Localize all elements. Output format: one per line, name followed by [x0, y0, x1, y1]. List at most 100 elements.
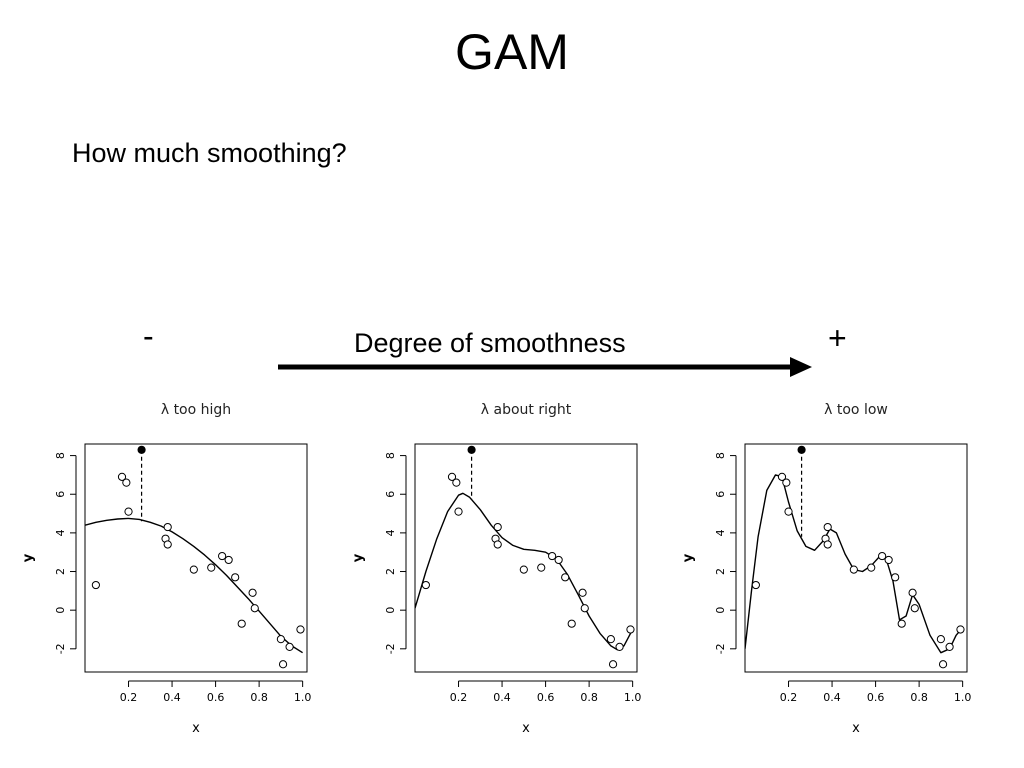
chart-title: λ too high	[161, 402, 231, 418]
data-point	[276, 635, 285, 644]
data-point	[548, 551, 557, 561]
data-point	[218, 551, 227, 561]
x-tick-label: 0.8	[250, 691, 268, 704]
data-point	[237, 619, 246, 628]
plot-lambda-too-low: λ too low 0.2 0.4 0.6 0.8 1.0 -2 0 2 4 6 8 x y	[670, 392, 1000, 752]
data-point	[421, 580, 430, 590]
x-tick-label: 0.6	[207, 691, 225, 704]
data-point	[823, 540, 832, 549]
y-axis-label: y	[21, 553, 36, 562]
data-point	[782, 478, 791, 487]
y-tick-label: 4	[714, 529, 727, 536]
data-point	[163, 540, 172, 549]
y-tick-label: 8	[714, 452, 727, 459]
data-point	[867, 563, 876, 572]
data-point	[278, 660, 288, 669]
data-point	[296, 625, 305, 634]
data-point	[124, 507, 133, 516]
data-point	[554, 555, 563, 565]
data-point	[248, 588, 257, 597]
x-axis-label: x	[852, 721, 860, 736]
y-tick-label: 6	[384, 491, 397, 498]
y-tick-label: 8	[384, 452, 397, 459]
y-tick-label: 2	[714, 568, 727, 575]
y-tick-label: 2	[384, 568, 397, 575]
plus-sign: +	[828, 320, 847, 356]
slide-title: GAM	[455, 24, 569, 80]
data-point	[454, 507, 463, 516]
data-point	[891, 573, 900, 582]
smoothness-label: Degree of smoothness	[354, 328, 626, 358]
data-point	[207, 563, 216, 572]
y-tick-label: -2	[54, 643, 67, 654]
data-point	[936, 635, 945, 644]
arrow-head	[790, 357, 812, 377]
data-point	[945, 642, 954, 651]
y-tick-label: 6	[714, 491, 727, 498]
data-point	[224, 555, 233, 565]
y-tick-label: 4	[54, 529, 67, 536]
question-text: How much smoothing?	[72, 138, 347, 168]
y-tick-label: 0	[714, 607, 727, 614]
data-point	[447, 472, 457, 481]
minus-sign: -	[143, 318, 154, 354]
x-tick-label: 1.0	[624, 691, 642, 704]
x-tick-label: 0.6	[867, 691, 885, 704]
chart-svg: λ too high 0.2 0.4 0.6 0.8 1.0 -2 0 2 4 6 8 x y	[21, 402, 312, 736]
x-tick-label: 0.4	[163, 691, 181, 704]
data-point	[784, 507, 793, 516]
y-axis-label: y	[681, 553, 696, 562]
data-point	[956, 625, 965, 634]
x-tick-label: 0.6	[537, 691, 555, 704]
data-point	[122, 478, 131, 487]
y-tick-label: 2	[54, 568, 67, 575]
x-tick-label: 0.2	[780, 691, 798, 704]
data-point	[751, 580, 760, 590]
data-point	[567, 619, 576, 628]
x-tick-label: 0.4	[823, 691, 841, 704]
data-point	[777, 472, 787, 481]
y-axis-label: y	[351, 553, 366, 562]
highlighted-point	[137, 445, 146, 454]
data-point	[250, 604, 259, 613]
chart-svg: λ too low 0.2 0.4 0.6 0.8 1.0 -2 0 2 4 6 8 x y	[681, 402, 972, 736]
data-point	[908, 588, 917, 597]
x-tick-label: 1.0	[954, 691, 972, 704]
data-point	[537, 563, 546, 572]
data-point	[285, 642, 294, 651]
data-point	[615, 642, 624, 651]
y-tick-label: -2	[384, 643, 397, 654]
data-point	[823, 522, 832, 532]
data-point	[493, 540, 502, 549]
x-axis-label: x	[192, 721, 200, 736]
chart-title: λ too low	[824, 402, 888, 418]
data-point	[117, 472, 127, 481]
data-point	[163, 522, 172, 532]
y-tick-label: 6	[54, 491, 67, 498]
data-point	[910, 604, 919, 613]
highlighted-point	[467, 445, 476, 454]
y-tick-label: 4	[384, 529, 397, 536]
fit-curve	[415, 492, 634, 651]
plot-frame	[744, 443, 968, 673]
y-tick-label: 0	[54, 607, 67, 614]
y-tick-label: -2	[714, 643, 727, 654]
data-point	[578, 588, 587, 597]
smoothness-arrow	[278, 357, 812, 377]
fit-curve	[85, 517, 303, 654]
x-axis-label: x	[522, 721, 530, 736]
data-point	[231, 573, 240, 582]
y-tick-label: 0	[384, 607, 397, 614]
data-point	[91, 580, 100, 590]
data-point	[493, 522, 502, 532]
data-point	[519, 565, 528, 574]
plot-frame	[84, 443, 308, 673]
x-tick-label: 0.8	[910, 691, 928, 704]
data-point	[606, 635, 615, 644]
data-point	[849, 565, 858, 574]
data-point	[580, 604, 589, 613]
data-point	[608, 660, 618, 669]
x-tick-label: 1.0	[294, 691, 312, 704]
data-point	[189, 565, 198, 574]
data-point	[452, 478, 461, 487]
